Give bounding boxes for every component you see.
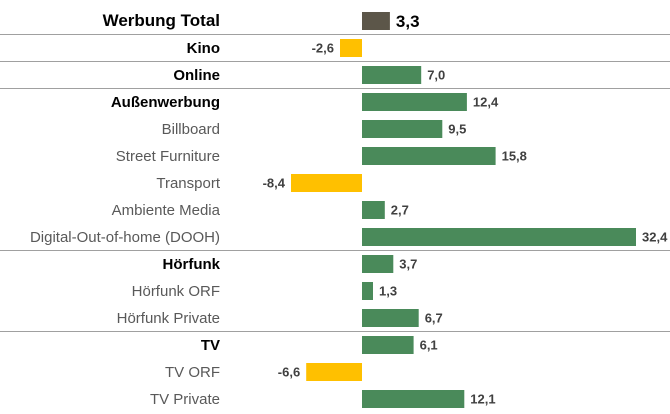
category-labels: Werbung Total Kino Online Außenwerbung Billb…	[30, 11, 221, 408]
value-label-kino: -2,6	[312, 41, 334, 56]
bar-kino	[340, 39, 362, 57]
category-label-street-furniture: Street Furniture	[116, 148, 220, 165]
bar-billboard	[362, 120, 443, 138]
value-label-transport: -8,4	[263, 176, 286, 191]
value-label-aussenwerbung: 12,4	[473, 95, 499, 110]
bar-online	[362, 66, 422, 84]
value-label-hoerfunk-orf: 1,3	[379, 284, 397, 299]
bar-transport	[291, 174, 362, 192]
value-label-tv: 6,1	[420, 338, 438, 353]
value-label-ambiente-media: 2,7	[391, 203, 409, 218]
value-label-street-furniture: 15,8	[502, 149, 527, 164]
category-label-hoerfunk-orf: Hörfunk ORF	[132, 283, 220, 300]
category-label-billboard: Billboard	[162, 121, 220, 138]
bar-hoerfunk-private	[362, 309, 419, 327]
value-label-hoerfunk-private: 6,7	[425, 311, 443, 326]
bar-street-furniture	[362, 147, 496, 165]
bars	[291, 12, 636, 408]
category-label-tv-private: TV Private	[150, 391, 220, 408]
bar-tv-private	[362, 390, 465, 408]
bar-aussenwerbung	[362, 93, 467, 111]
bar-digital-out-of-home-dooh	[362, 228, 636, 246]
category-label-kino: Kino	[187, 40, 220, 57]
value-label-digital-out-of-home-dooh: 32,4	[642, 230, 668, 245]
value-label-billboard: 9,5	[448, 122, 466, 137]
category-label-werbung-total: Werbung Total	[103, 11, 220, 30]
category-label-hoerfunk-private: Hörfunk Private	[117, 310, 220, 327]
bar-tv-orf	[306, 363, 362, 381]
value-label-tv-orf: -6,6	[278, 365, 300, 380]
value-labels: 3,3 -2,6 7,0 12,4 9,5 15,8 -8,4 2,7 32,4 3,71,3 6,…	[263, 12, 668, 407]
value-label-werbung-total: 3,3	[396, 12, 420, 31]
category-label-hoerfunk: Hörfunk	[163, 256, 221, 273]
value-label-tv-private: 12,1	[470, 392, 495, 407]
value-label-online: 7,0	[427, 68, 445, 83]
category-label-online: Online	[173, 67, 220, 84]
bar-tv	[362, 336, 414, 354]
value-label-hoerfunk: 3,7	[399, 257, 417, 272]
category-label-ambiente-media: Ambiente Media	[112, 202, 221, 219]
bar-hoerfunk	[362, 255, 394, 273]
bar-ambiente-media	[362, 201, 385, 219]
category-label-tv: TV	[201, 337, 220, 354]
category-label-transport: Transport	[156, 175, 220, 192]
group-separators	[0, 34, 670, 332]
category-label-tv-orf: TV ORF	[165, 364, 220, 381]
category-label-digital-out-of-home-dooh: Digital-Out-of-home (DOOH)	[30, 229, 220, 246]
bar-werbung-total	[362, 12, 390, 30]
bar-hoerfunk-orf	[362, 282, 373, 300]
category-label-aussenwerbung: Außenwerbung	[111, 94, 220, 111]
